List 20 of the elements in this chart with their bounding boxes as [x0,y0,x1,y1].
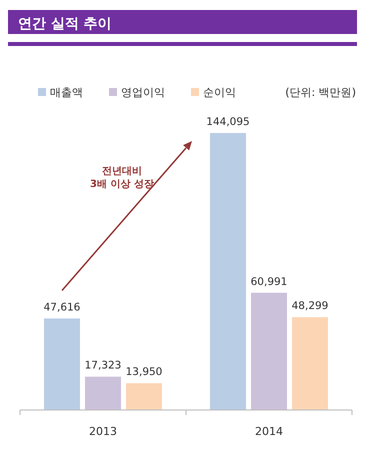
x-tick-label: 2013 [89,425,117,438]
x-tick-label: 2014 [255,425,283,438]
bar [292,317,328,410]
legend-label: 순이익 [203,86,236,99]
data-label: 47,616 [44,301,81,314]
legend-label: 매출액 [50,86,83,99]
bar [85,376,121,410]
data-label: 48,299 [292,300,328,312]
legend-label: 영업이익 [121,86,165,99]
data-label: 144,095 [206,116,250,128]
text: (단위: 백만원) [285,86,356,99]
bar [251,292,287,410]
bar [44,318,80,410]
annotation: 전년대비 3배 이상 성장 [90,166,154,190]
bar [210,133,246,410]
bar [126,383,162,410]
chart-title: 연간 실적 추이 [18,16,112,32]
data-label: 13,950 [126,366,162,378]
data-label: 17,323 [84,360,122,372]
data-label: 60,991 [250,276,288,288]
